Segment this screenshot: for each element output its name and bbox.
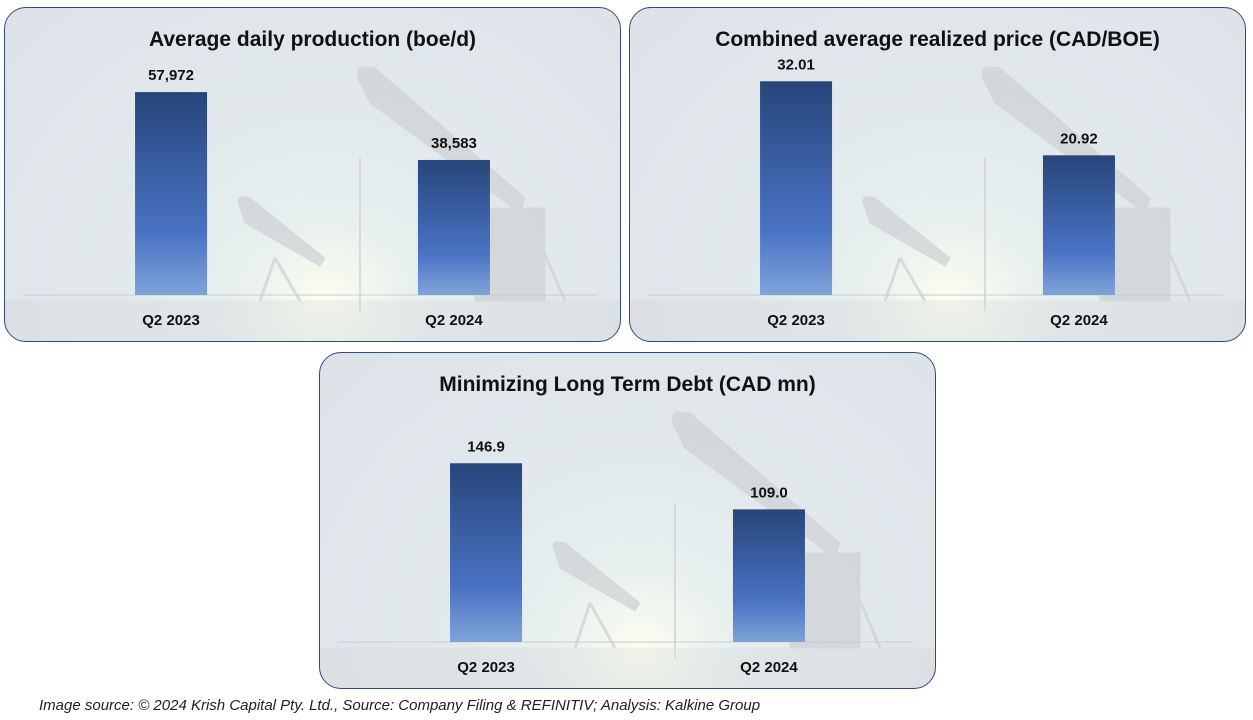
- x-tick-label: Q2 2024: [425, 312, 483, 329]
- chart-panel-long-term-debt: Minimizing Long Term Debt (CAD mn) 146.9…: [319, 352, 936, 689]
- bar-chart: 57,972 Q2 2023 38,583 Q2 2024: [23, 67, 598, 329]
- bar-q2-2023: [135, 92, 208, 296]
- bar-value-label: 32.01: [777, 56, 815, 73]
- bar-value-label: 20.92: [1060, 130, 1098, 147]
- x-tick-label: Q2 2024: [1050, 312, 1108, 329]
- bar-q2-2023: [450, 463, 523, 642]
- bar-q2-2024: [732, 509, 805, 642]
- chart-title: Average daily production (boe/d): [148, 28, 477, 51]
- x-tick-label: Q2 2023: [457, 659, 515, 676]
- bar-q2-2024: [417, 159, 490, 295]
- chart-title: Minimizing Long Term Debt (CAD mn): [439, 373, 816, 396]
- bar-q2-2023: [760, 81, 833, 295]
- x-tick-label: Q2 2023: [767, 312, 825, 329]
- chart-panel-production: Average daily production (boe/d) 57,972 Q…: [4, 7, 621, 342]
- image-source-footnote: Image source: © 2024 Krish Capital Pty. …: [39, 697, 761, 714]
- bar-value-label: 146.9: [467, 438, 505, 455]
- bar-chart: 32.01 Q2 2023 20.92 Q2 2024: [648, 56, 1223, 329]
- chart-panel-realized-price: Combined average realized price (CAD/BOE…: [629, 7, 1246, 342]
- bar-value-label: 57,972: [148, 67, 194, 84]
- bar-q2-2024: [1042, 155, 1115, 295]
- x-tick-label: Q2 2024: [740, 659, 798, 676]
- bar-value-label: 38,583: [431, 135, 477, 152]
- chart-title: Combined average realized price (CAD/BOE…: [715, 28, 1160, 51]
- bar-value-label: 109.0: [750, 484, 788, 501]
- bar-chart: 146.9 Q2 2023 109.0 Q2 2024: [338, 438, 913, 676]
- x-tick-label: Q2 2023: [142, 312, 200, 329]
